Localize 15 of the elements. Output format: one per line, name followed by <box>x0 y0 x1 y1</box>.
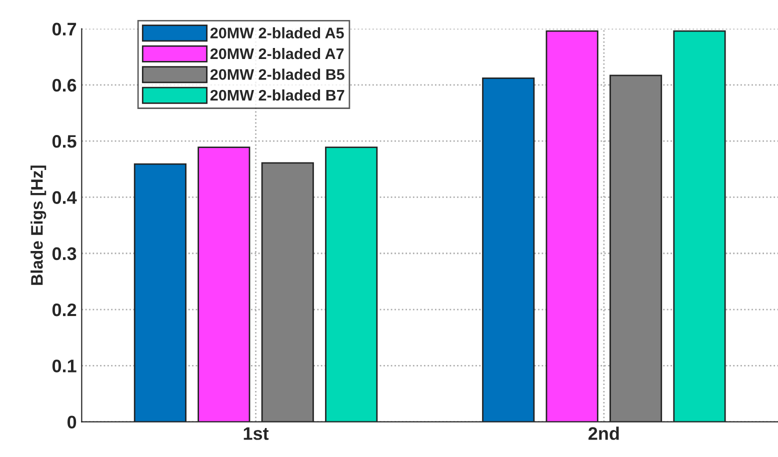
y-tick-label: 0.6 <box>52 78 76 92</box>
y-tick-label: 0.3 <box>52 247 76 260</box>
y-tick-label: 0.2 <box>52 303 76 316</box>
y-tick-label: 0.5 <box>52 135 76 148</box>
legend-label: 20MW 2-bladed B7 <box>210 89 344 101</box>
y-tick-label: 0.7 <box>52 22 76 36</box>
legend-label: 20MW 2-bladed B5 <box>210 68 344 80</box>
x-tick-label: 1st <box>244 427 269 440</box>
x-tick-label: 2nd <box>588 426 619 440</box>
legend-label: 20MW 2-bladed A5 <box>210 27 344 38</box>
y-tick-label: 0.1 <box>52 360 76 372</box>
y-axis-title: Blade Eigs [Hz] <box>30 166 46 285</box>
y-tick-label: 0 <box>68 416 76 429</box>
y-tick-label: 0.4 <box>52 191 77 204</box>
legend-label: 20MW 2-bladed A7 <box>210 48 344 60</box>
